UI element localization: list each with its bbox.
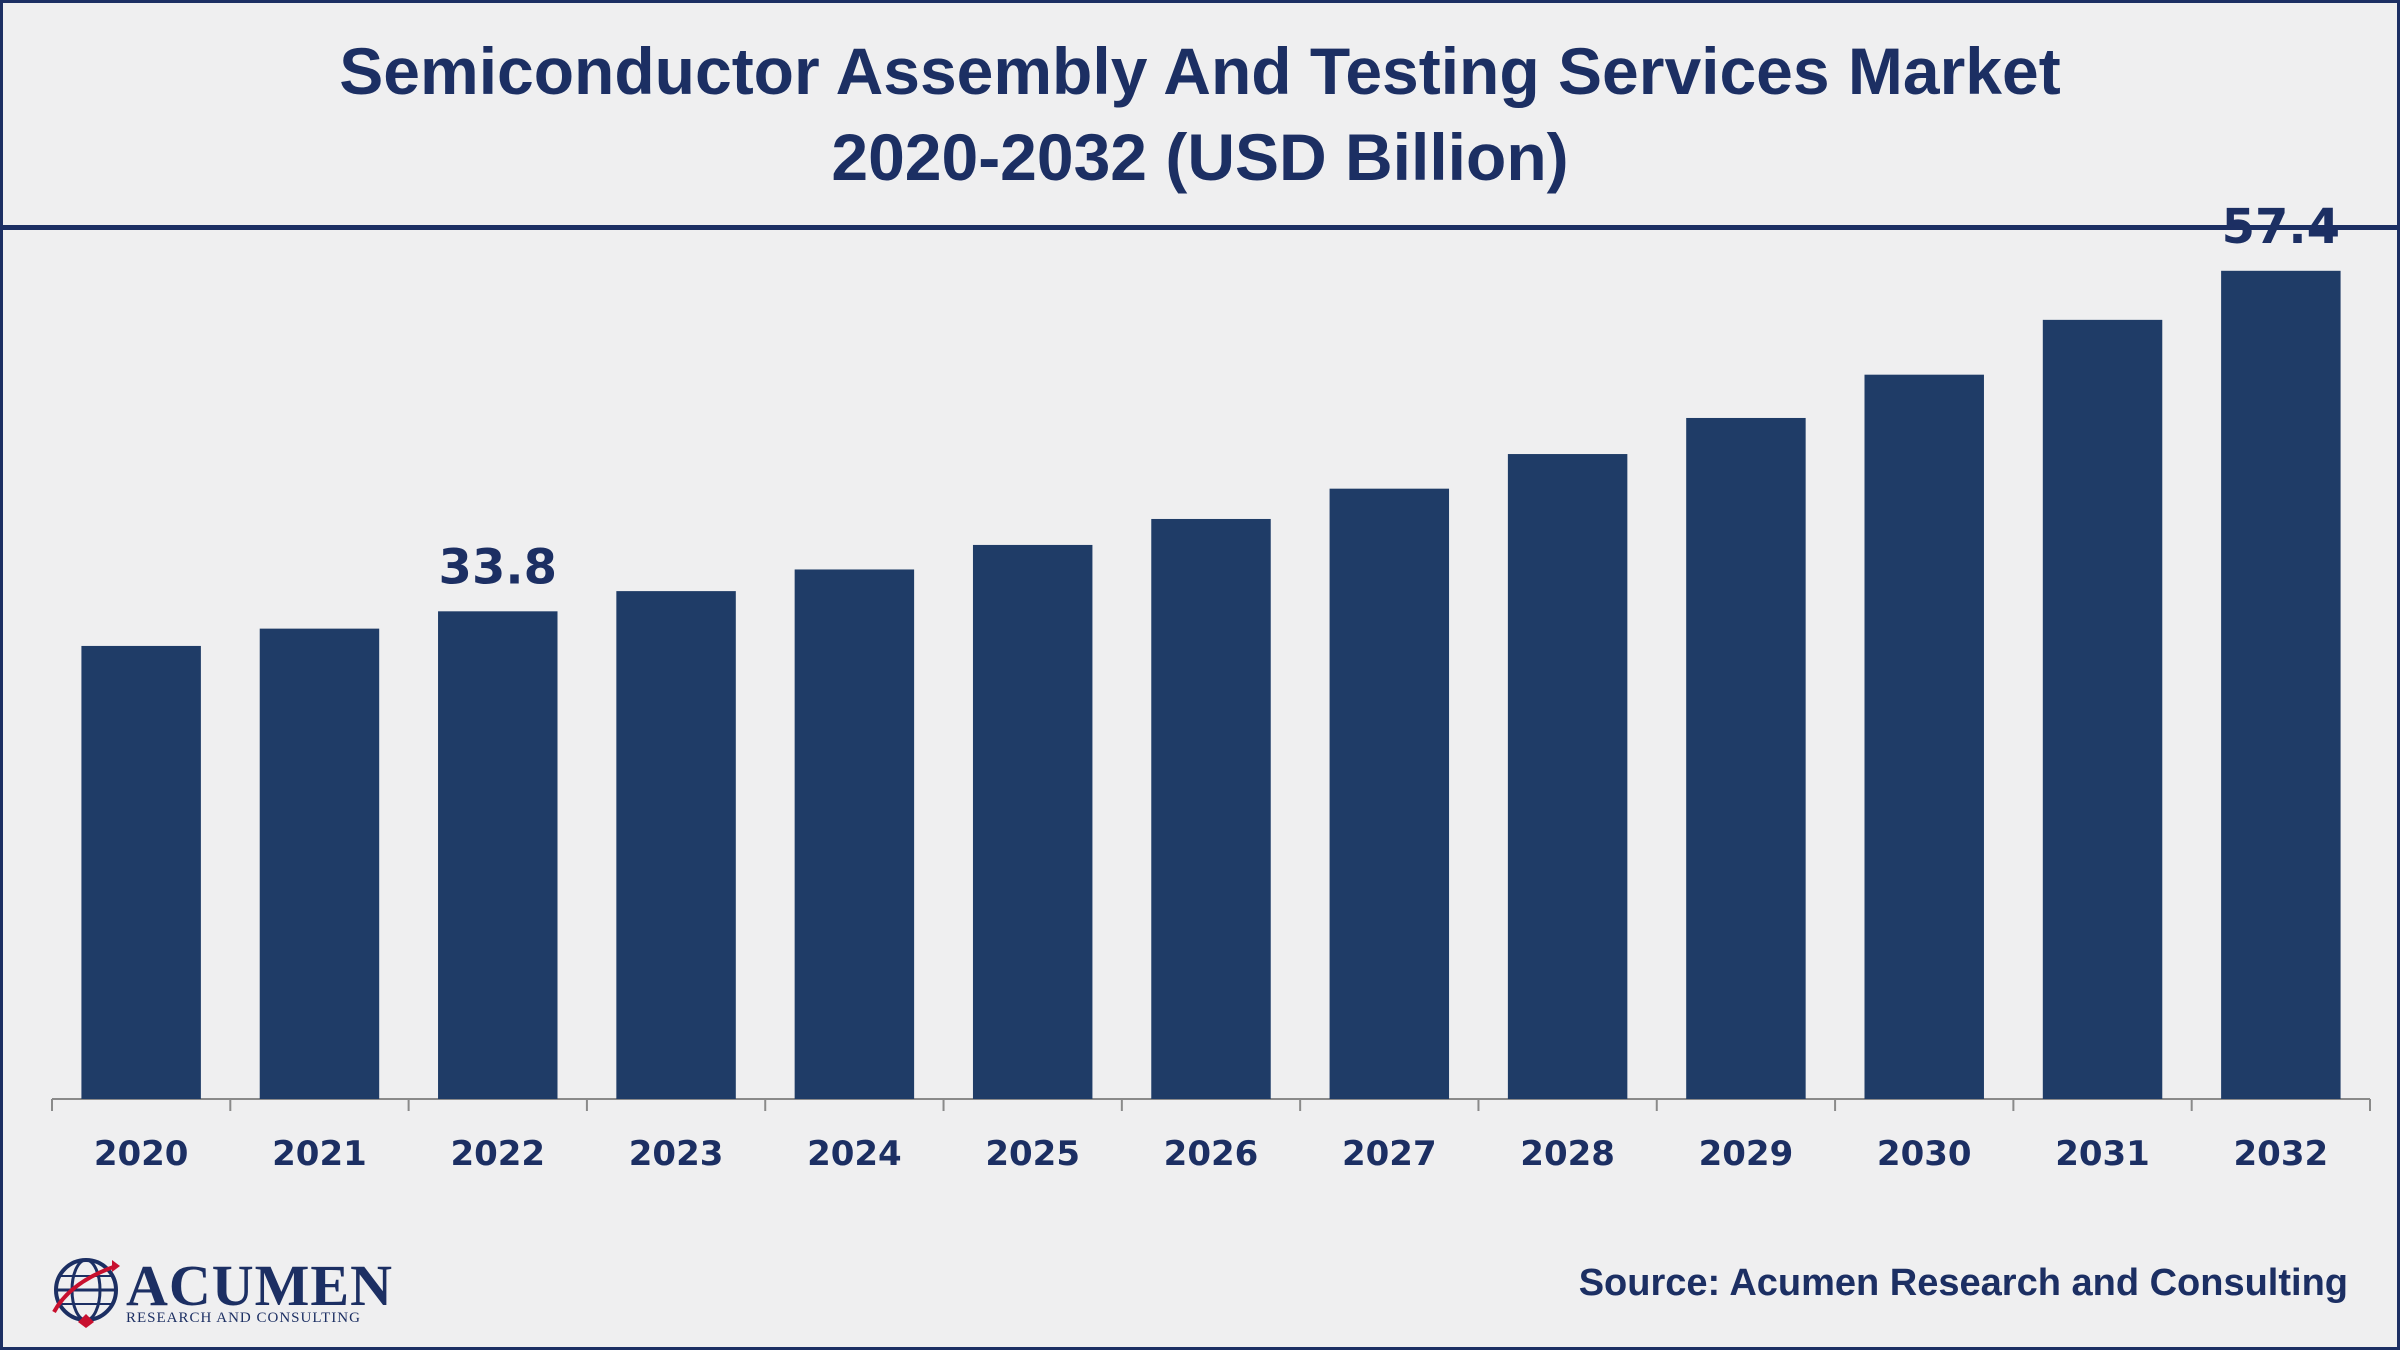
data-label-2022: 33.8 [439,539,557,595]
x-tick-label: 2028 [1520,1134,1615,1174]
bar-2032 [2221,270,2341,1099]
x-tick-label: 2032 [2234,1134,2329,1174]
x-tick-label: 2022 [450,1134,545,1174]
bar-2031 [2042,319,2163,1099]
x-tick-label: 2027 [1342,1134,1437,1174]
bar-2027 [1329,488,1450,1100]
x-tick-label: 2021 [272,1134,367,1174]
bar-2029 [1686,417,1806,1099]
data-label-2032: 57.4 [2222,199,2340,255]
chart-header: Semiconductor Assembly And Testing Servi… [3,3,2397,230]
bar-2021 [259,628,380,1099]
x-tick-label: 2023 [629,1134,724,1174]
bar-2026 [1151,518,1271,1099]
acumen-logo: ACUMEN RESEARCH AND CONSULTING [50,1252,392,1328]
bar-2020 [81,645,201,1099]
x-tick-label: 2029 [1699,1134,1794,1174]
x-tick-label: 2020 [94,1134,189,1174]
bar-2023 [616,591,736,1099]
bar-2025 [972,544,1093,1099]
logo-wordmark: ACUMEN [126,1253,393,1318]
x-tick-label: 2024 [807,1134,902,1174]
x-tick-label: 2031 [2055,1134,2150,1174]
globe-icon [52,1258,120,1328]
bar-2024 [794,569,915,1099]
x-tick-label: 2025 [985,1134,1080,1174]
bar-2022 [438,611,558,1099]
bar-2030 [1864,374,1984,1100]
x-tick-label: 2026 [1164,1134,1259,1174]
chart-title: Semiconductor Assembly And Testing Servi… [339,34,2061,108]
bar-2028 [1507,454,1628,1099]
source-note: Source: Acumen Research and Consulting [1578,1262,2348,1304]
x-tick-label: 2030 [1877,1134,1972,1174]
chart-subtitle: 2020-2032 (USD Billion) [831,120,1569,194]
logo-tagline: RESEARCH AND CONSULTING [126,1310,361,1326]
